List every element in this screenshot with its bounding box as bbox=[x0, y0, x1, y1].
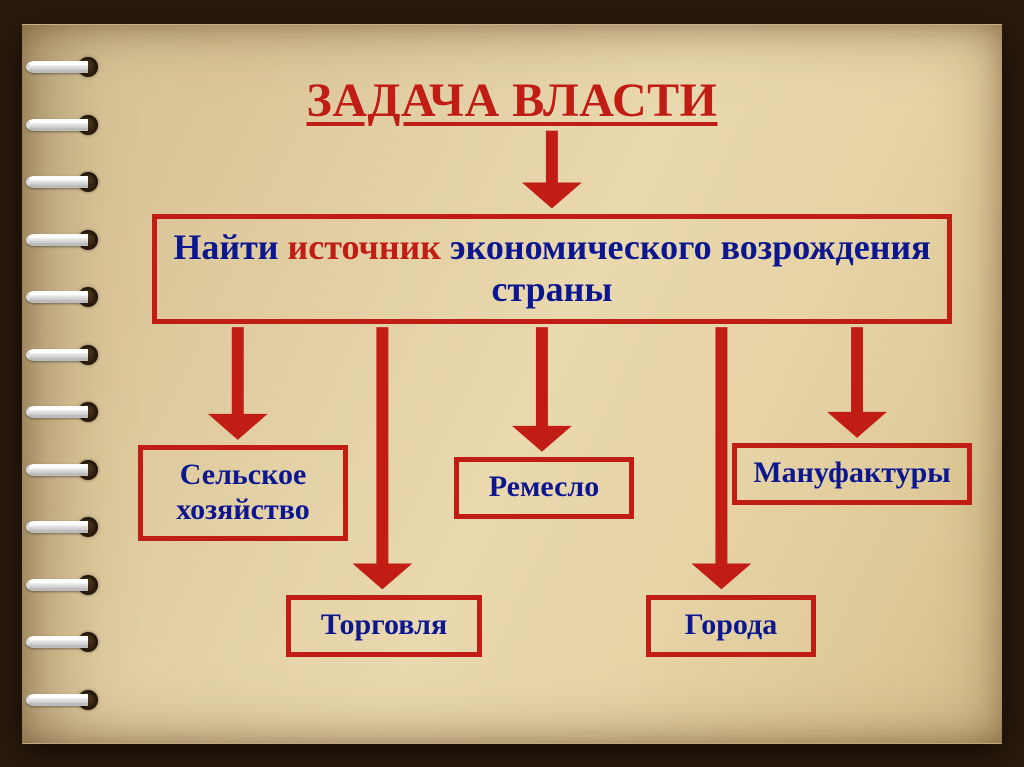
diagram-title: ЗАДАЧА ВЛАСТИ bbox=[22, 73, 1002, 128]
main-text-part2: экономического возрождения страны bbox=[450, 227, 931, 308]
main-text-highlight: источник bbox=[288, 227, 451, 267]
main-box: Найти источник экономического возрождени… bbox=[152, 214, 952, 324]
main-text-part1: Найти bbox=[173, 227, 287, 267]
arrows-layer bbox=[22, 25, 1002, 743]
diagram-canvas: ЗАДАЧА ВЛАСТИ Найти источник экономическ… bbox=[22, 25, 1002, 743]
arrow-main-to-trade bbox=[352, 327, 412, 589]
arrow-title-to-main bbox=[522, 130, 582, 208]
leaf-agriculture: Сельское хозяйство bbox=[138, 445, 348, 541]
arrow-main-to-manu bbox=[827, 327, 887, 438]
leaf-cities: Города bbox=[646, 595, 816, 657]
arrow-main-to-craft bbox=[512, 327, 572, 452]
leaf-trade: Торговля bbox=[286, 595, 482, 657]
notebook-page: ЗАДАЧА ВЛАСТИ Найти источник экономическ… bbox=[22, 24, 1002, 744]
arrow-main-to-agri bbox=[208, 327, 268, 440]
leaf-manufactories: Мануфактуры bbox=[732, 443, 972, 505]
leaf-craft: Ремесло bbox=[454, 457, 634, 519]
